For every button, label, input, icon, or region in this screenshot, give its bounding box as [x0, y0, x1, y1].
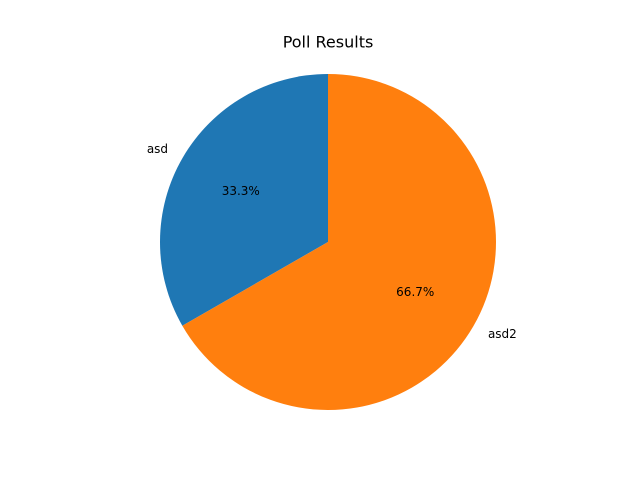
pie-slice: [160, 74, 328, 326]
chart-title: Poll Results: [283, 33, 374, 52]
value-label: 66.7%: [396, 285, 434, 299]
pie-slice: [182, 74, 497, 410]
slice-label: asd2: [488, 327, 517, 341]
slice-label: asd: [147, 142, 168, 156]
value-label: 33.3%: [222, 184, 260, 198]
